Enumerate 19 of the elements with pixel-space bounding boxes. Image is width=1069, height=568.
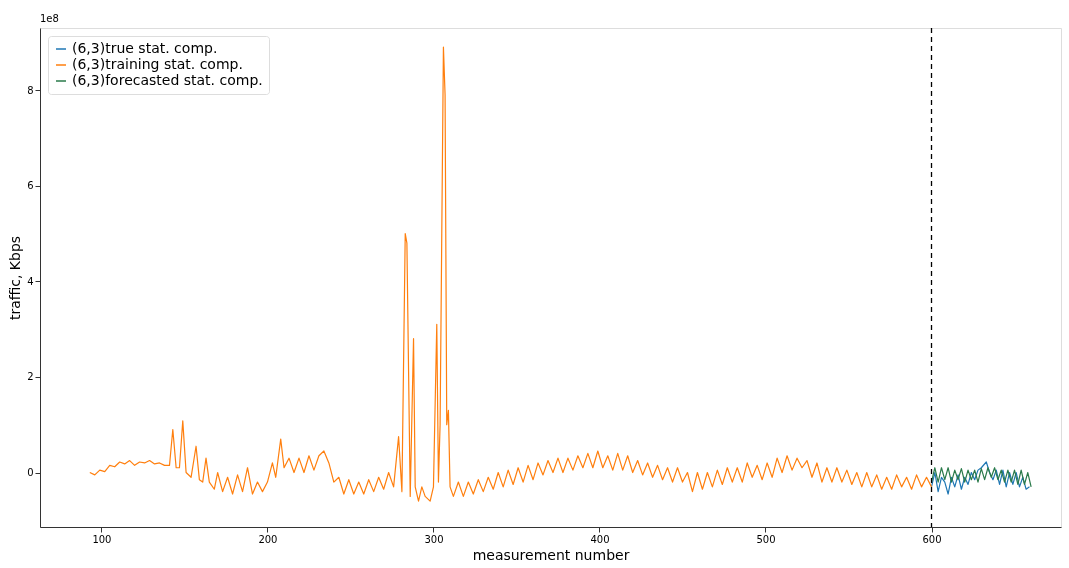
x-tick-label: 400 xyxy=(590,533,610,545)
x-axis-title: measurement number xyxy=(472,546,630,563)
legend-label: (6,3)true stat. comp. xyxy=(72,40,218,56)
line-series xyxy=(930,467,1032,488)
x-tick-label: 300 xyxy=(424,533,444,545)
y-tick-label: 2 xyxy=(27,371,34,383)
y-tick-label: 4 xyxy=(27,275,34,287)
x-tick-label: 200 xyxy=(258,533,278,545)
x-tick-label: 100 xyxy=(92,533,112,545)
legend-label: (6,3)forecasted stat. comp. xyxy=(72,72,263,88)
text: 1e8 xyxy=(40,13,59,24)
x-tick-label: 500 xyxy=(756,533,776,545)
y-tick-label: 6 xyxy=(27,180,34,192)
y-tick-label: 8 xyxy=(27,84,34,96)
line-series xyxy=(930,461,1031,495)
y-axis-title: traffic, Kbps xyxy=(7,235,24,321)
y-tick-label: 0 xyxy=(27,467,34,479)
legend-label: (6,3)training stat. comp. xyxy=(72,56,243,72)
x-tick-label: 600 xyxy=(922,533,942,545)
